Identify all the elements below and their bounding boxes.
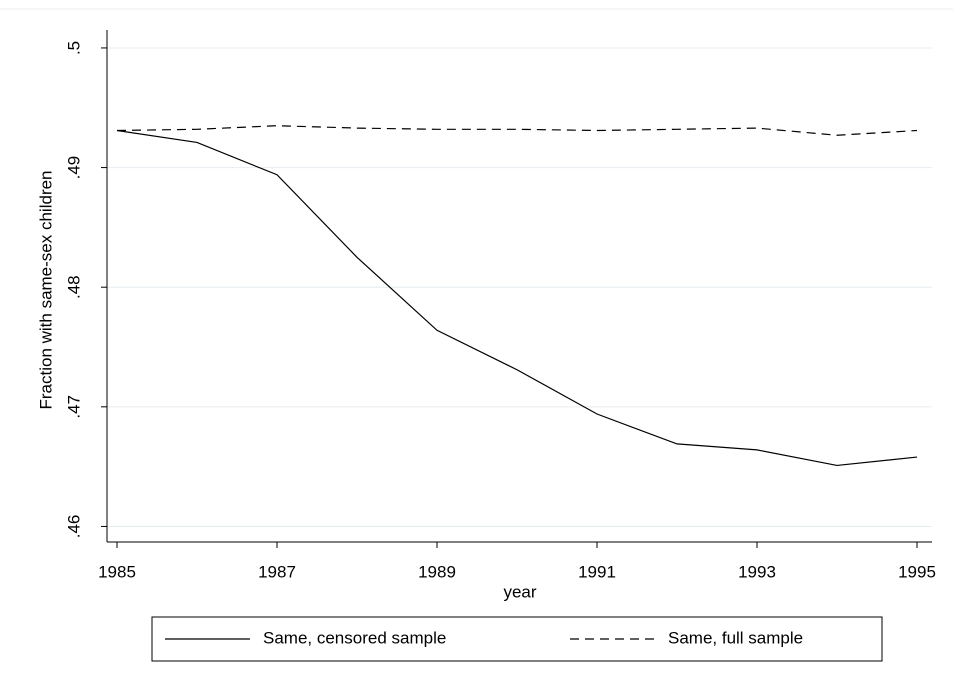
x-tick-label: 1993: [738, 562, 776, 581]
legend-box: [151, 616, 883, 662]
x-tick-label: 1989: [418, 562, 456, 581]
legend-label: Same, censored sample: [263, 628, 446, 647]
legend-label: Same, full sample: [668, 628, 803, 647]
x-tick-label: 1995: [898, 562, 936, 581]
x-tick-label: 1991: [578, 562, 616, 581]
x-tick-label: 1987: [258, 562, 296, 581]
x-tick-label: 1985: [98, 562, 136, 581]
series-line: [116, 129, 918, 467]
x-axis-title: year: [503, 582, 536, 601]
series-line: [116, 125, 918, 136]
y-axis-title: Fraction with same-sex children: [36, 170, 55, 409]
y-tick-label: .48: [64, 275, 83, 299]
y-tick-label: .49: [64, 156, 83, 180]
y-tick-label: .47: [64, 395, 83, 419]
y-tick-label: .46: [64, 515, 83, 539]
y-tick-label: .5: [64, 41, 83, 55]
